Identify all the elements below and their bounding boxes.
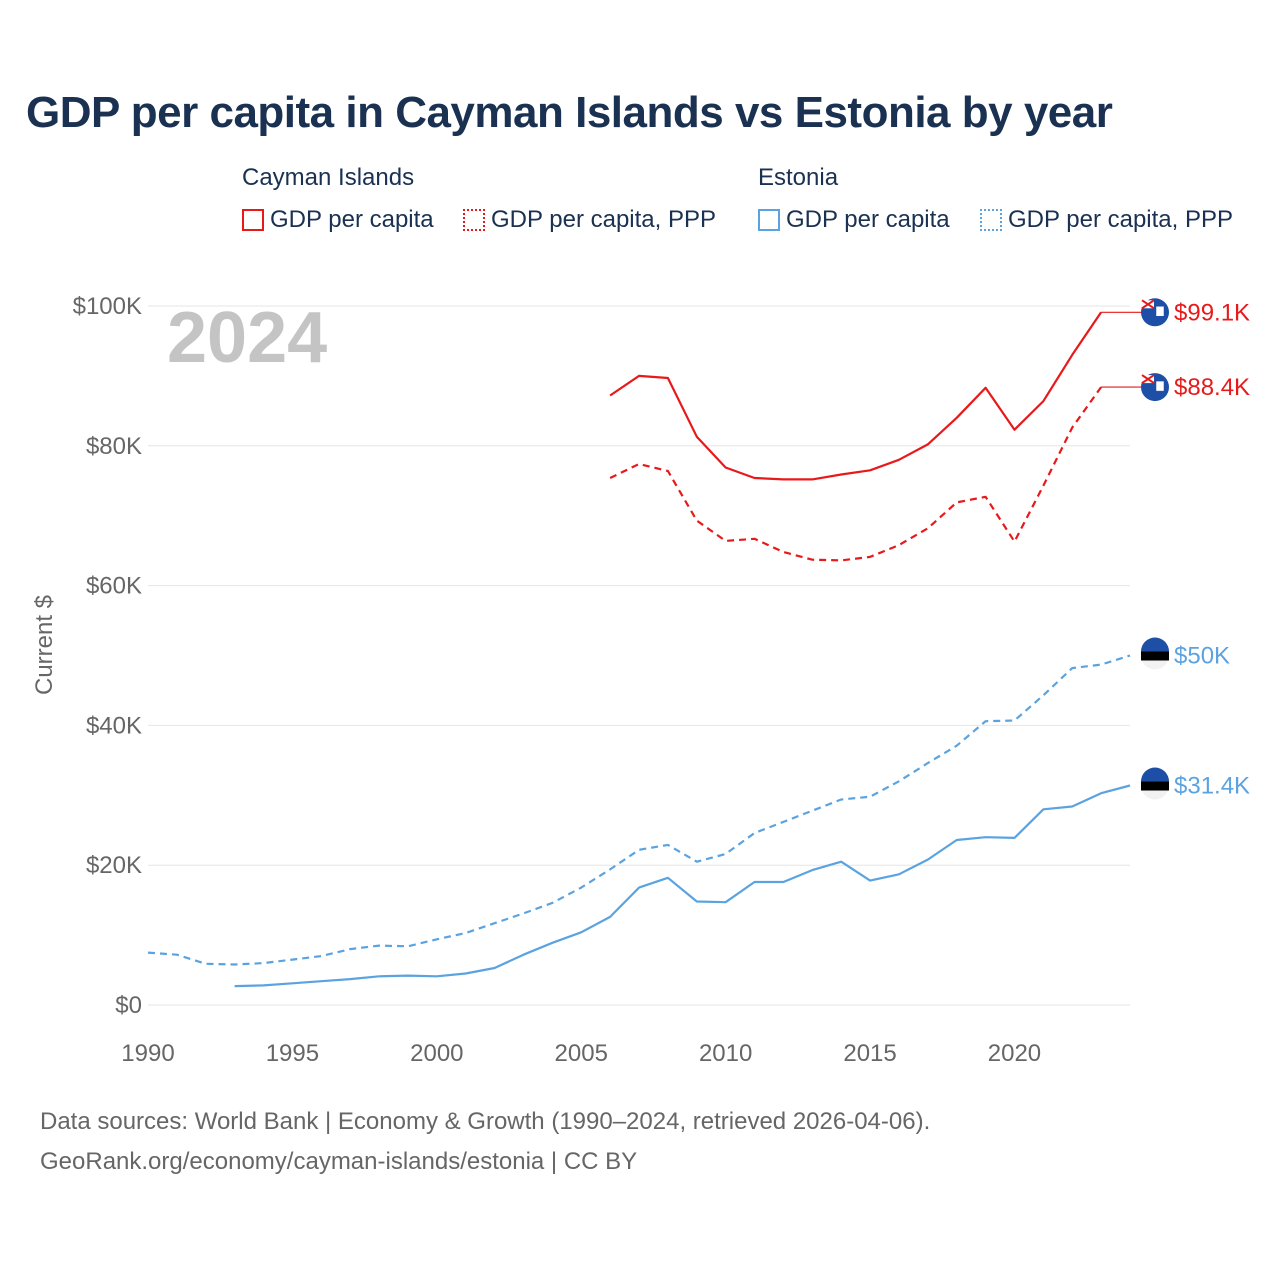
legend-group-estonia: Estonia — [758, 164, 839, 191]
y-tick-label: $100K — [73, 293, 142, 320]
x-tick-labels: 1990 1995 2000 2005 2010 2015 2020 — [121, 1040, 1041, 1067]
y-tick-label: $40K — [86, 712, 142, 739]
end-value-label: $50K — [1174, 643, 1230, 670]
end-value-label: $31.4K — [1174, 773, 1250, 800]
y-tick-label: $60K — [86, 573, 142, 600]
grid-lines — [148, 305, 1130, 1006]
legend-group-cayman-islands: Cayman Islands — [242, 164, 415, 191]
legend-item-estonia-gdp-ppp[interactable]: GDP per capita, PPP — [980, 206, 1233, 234]
legend-item-cayman-gdp[interactable]: GDP per capita — [242, 206, 434, 234]
y-axis-label: Current $ — [31, 595, 58, 695]
legend-swatch-dotted-red — [463, 209, 485, 231]
x-tick-label: 2015 — [843, 1040, 896, 1067]
series-line-2[interactable] — [147, 654, 1131, 966]
series-line-1[interactable] — [609, 386, 1102, 562]
chart-title: GDP per capita in Cayman Islands vs Esto… — [26, 88, 1113, 137]
cayman-flag-icon — [1141, 373, 1169, 402]
series-line-0[interactable] — [609, 311, 1103, 481]
legend-item-cayman-gdp-ppp[interactable]: GDP per capita, PPP — [463, 206, 716, 234]
estonia-flag-icon — [1141, 637, 1169, 670]
series-lines — [147, 311, 1131, 988]
legend-label: GDP per capita — [786, 206, 950, 233]
estonia-flag-icon — [1141, 767, 1169, 800]
legend-swatch-dotted-blue — [980, 209, 1002, 231]
x-tick-label: 2000 — [410, 1040, 463, 1067]
x-tick-label: 2005 — [555, 1040, 608, 1067]
x-tick-label: 1995 — [266, 1040, 319, 1067]
legend-swatch-solid-red — [242, 209, 264, 231]
x-tick-label: 1990 — [121, 1040, 174, 1067]
y-tick-label: $80K — [86, 433, 142, 460]
legend-label: GDP per capita, PPP — [1008, 206, 1233, 233]
cayman-flag-icon — [1141, 298, 1169, 327]
legend-label: GDP per capita — [270, 206, 434, 233]
y-tick-labels: $0 $20K $40K $60K $80K $100K — [73, 293, 142, 1019]
end-value-label: $88.4K — [1174, 374, 1250, 401]
end-markers: $99.1K $88.4K $50K $31.4K — [1101, 298, 1250, 800]
end-value-label: $99.1K — [1174, 299, 1250, 326]
y-tick-label: $20K — [86, 852, 142, 879]
source-line-1: Data sources: World Bank | Economy & Gro… — [40, 1108, 931, 1135]
series-line-3[interactable] — [234, 784, 1131, 988]
source-line-2[interactable]: GeoRank.org/economy/cayman-islands/eston… — [40, 1148, 638, 1175]
year-watermark: 2024 — [167, 298, 327, 378]
x-tick-label: 2010 — [699, 1040, 752, 1067]
x-tick-label: 2020 — [988, 1040, 1041, 1067]
legend-item-estonia-gdp[interactable]: GDP per capita — [758, 206, 950, 234]
y-tick-label: $0 — [115, 992, 142, 1019]
legend-swatch-solid-blue — [758, 209, 780, 231]
line-chart: $0 $20K $40K $60K $80K $100K 1990 1995 2000 2005… — [31, 293, 1250, 1067]
legend-label: GDP per capita, PPP — [491, 206, 716, 233]
